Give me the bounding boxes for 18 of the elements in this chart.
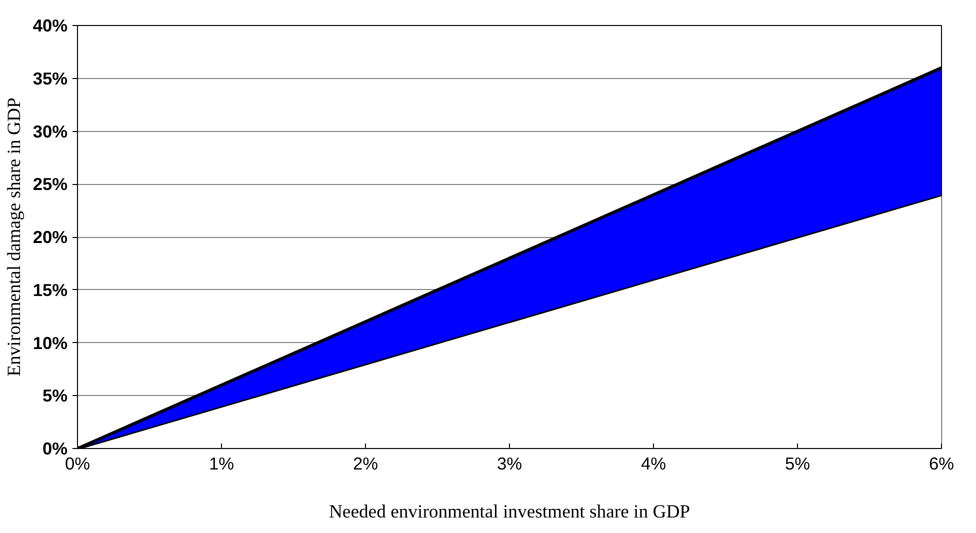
y-tick-label: 35% (32, 68, 68, 88)
x-tick-label: 0% (64, 454, 90, 474)
x-tick-label: 5% (784, 454, 810, 474)
y-tick-label: 5% (42, 386, 68, 406)
x-tick-label: 2% (352, 454, 378, 474)
x-tick-label: 4% (640, 454, 666, 474)
x-tick-label: 1% (208, 454, 234, 474)
x-tick-label: 6% (928, 454, 954, 474)
y-tick-label: 40% (32, 16, 68, 36)
y-tick-label: 10% (32, 332, 68, 353)
y-tick-label: 25% (32, 174, 68, 194)
x-axis-title: Needed environmental investment share in GDP (328, 502, 690, 522)
y-tick-label: 15% (32, 280, 68, 300)
y-tick-label: 0% (42, 438, 68, 458)
y-tick-label: 30% (32, 121, 68, 142)
x-tick-label: 3% (496, 454, 522, 474)
y-axis-title: Environmental damage share in GDP (4, 98, 25, 376)
y-tick-label: 20% (32, 227, 68, 247)
